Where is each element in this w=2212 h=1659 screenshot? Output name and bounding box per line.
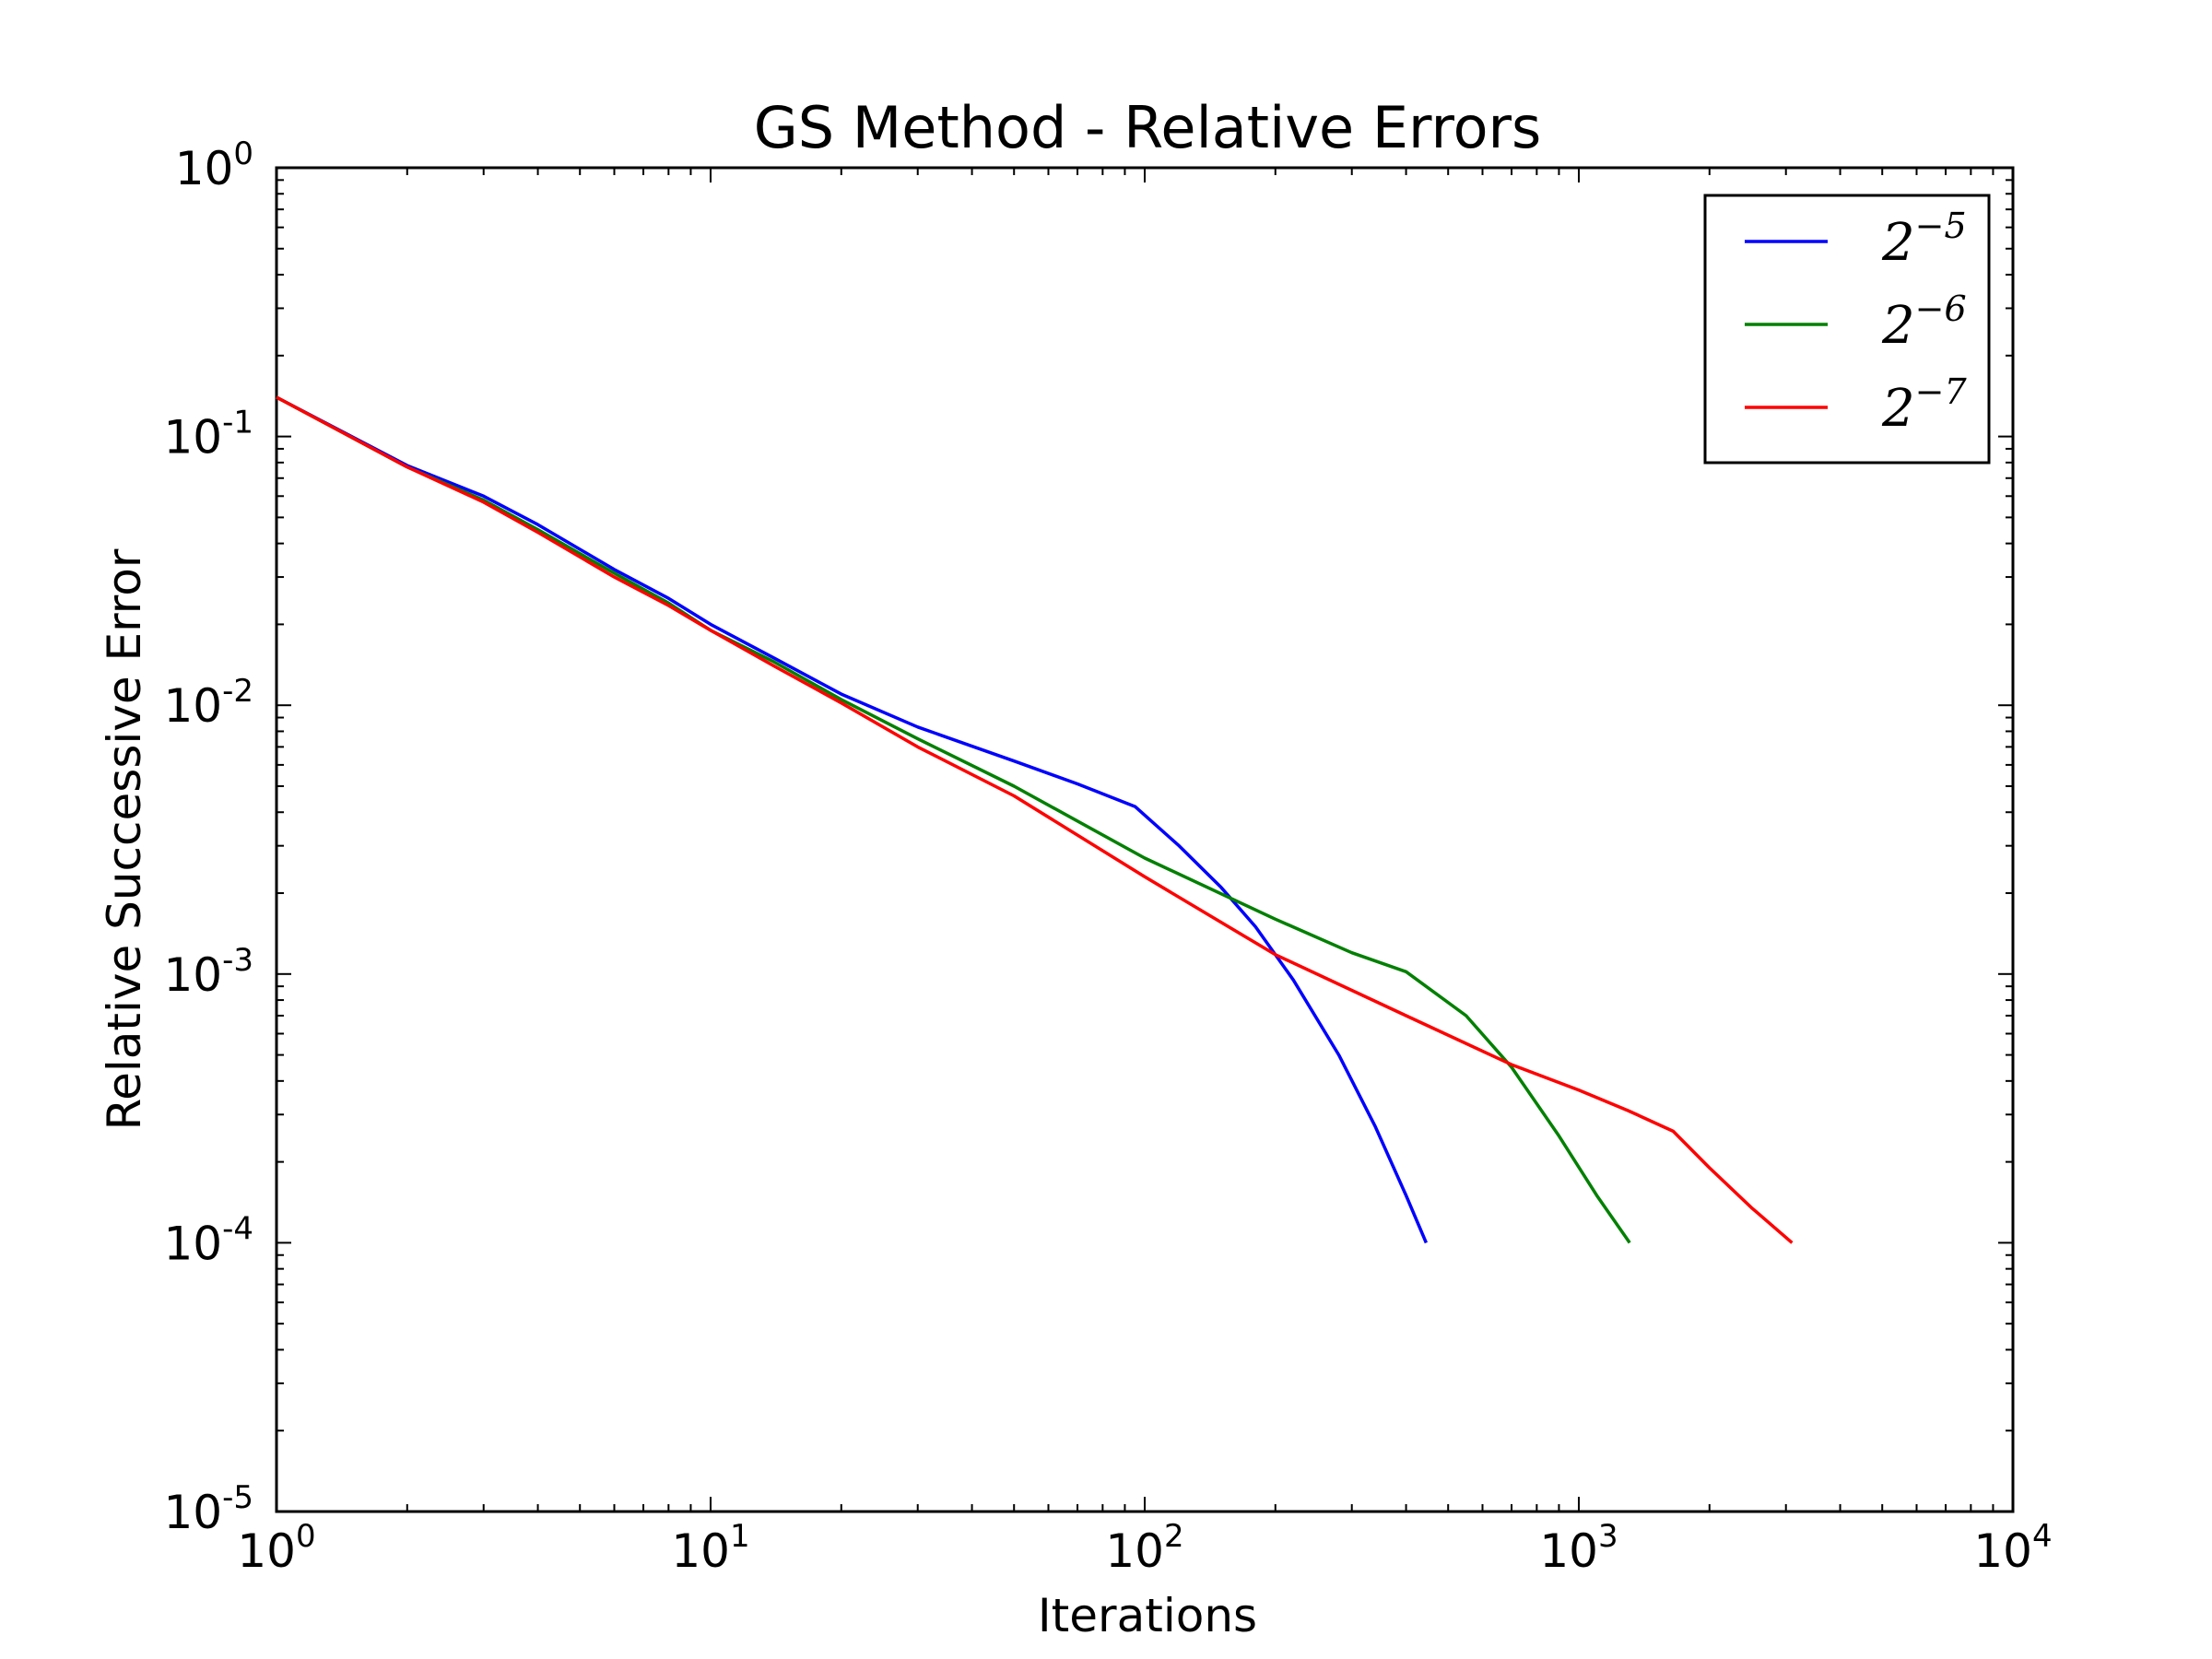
legend-entry: 2−6	[1745, 288, 1967, 356]
legend-label: 2−6	[1881, 288, 1967, 356]
x-tick-label: 101	[671, 1518, 749, 1578]
legend-label: 2−5	[1881, 206, 1967, 273]
series-line-3	[276, 395, 1794, 1244]
legend-box	[1703, 194, 1991, 465]
y-tick-label: 10-2	[163, 673, 253, 733]
series-layer	[276, 395, 1794, 1244]
x-tick-label: 103	[1539, 1518, 1618, 1578]
series-line-2	[276, 395, 1631, 1244]
x-tick-label: 104	[1973, 1518, 2052, 1578]
y-tick-label: 100	[175, 135, 253, 195]
axis-ticks: 100 101 102 103 104 100 10-1 10-2 10-3 10-4 10-5	[163, 135, 2052, 1578]
chart-title: GS Method - Relative Errors	[754, 94, 1542, 161]
y-tick-label: 10-4	[163, 1210, 253, 1270]
legend-label: 2−7	[1881, 371, 1967, 439]
y-tick-label: 10-3	[163, 942, 253, 1002]
y-tick-label: 10-5	[163, 1479, 253, 1539]
legend-entry: 2−5	[1745, 206, 1967, 273]
x-tick-label: 102	[1105, 1518, 1183, 1578]
x-axis-label: Iterations	[1038, 1589, 1257, 1642]
legend: 2−5 2−6 2−7	[1703, 194, 1991, 465]
series-line-1	[276, 395, 1429, 1244]
x-tick-label: 100	[237, 1518, 315, 1578]
y-tick-label: 10-1	[163, 405, 253, 465]
legend-entry: 2−7	[1745, 371, 1967, 439]
y-axis-label: Relative Successive Error	[98, 548, 151, 1130]
